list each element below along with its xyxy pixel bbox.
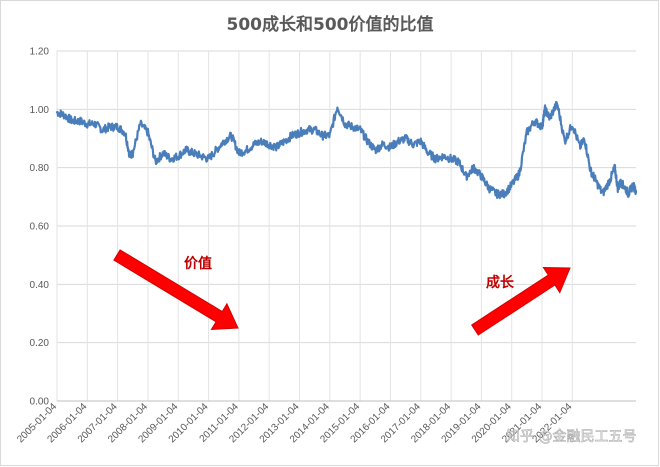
y-axis: 0.00 0.20 0.40 0.60 0.80 1.00 1.20	[30, 47, 50, 408]
grid-lines	[56, 50, 636, 402]
growth-arrow	[471, 266, 571, 336]
y-tick-label: 1.00	[30, 105, 50, 116]
watermark-text: 知乎 @金融民工五号	[506, 428, 636, 445]
y-tick-label: 0.20	[30, 338, 50, 349]
y-tick-label: 0.00	[30, 397, 50, 408]
y-tick-label: 0.60	[30, 222, 50, 233]
y-tick-label: 0.40	[30, 280, 50, 291]
value-label: 价值	[184, 255, 212, 272]
chart-title: 500成长和500价值的比值	[226, 15, 434, 35]
plot-area	[55, 100, 638, 200]
y-tick-label: 0.80	[30, 163, 50, 174]
growth-label: 成长	[486, 274, 515, 291]
ratio-series-line	[55, 100, 638, 200]
value-arrow	[113, 249, 239, 331]
y-tick-label: 1.20	[30, 47, 50, 58]
